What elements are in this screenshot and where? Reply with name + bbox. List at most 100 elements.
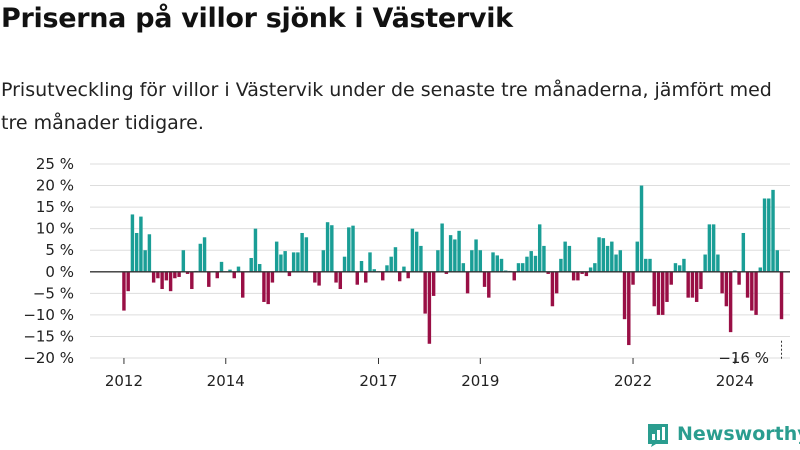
bar bbox=[529, 251, 533, 272]
chart-title: Priserna på villor sjönk i Västervik bbox=[1, 3, 513, 34]
bar bbox=[644, 258, 648, 272]
bar bbox=[296, 252, 300, 272]
bar bbox=[567, 245, 572, 272]
bar bbox=[313, 271, 317, 283]
bar bbox=[690, 271, 695, 298]
bar bbox=[147, 234, 152, 272]
bar bbox=[665, 271, 669, 302]
bar bbox=[686, 271, 690, 298]
bar bbox=[550, 271, 555, 307]
bar bbox=[571, 271, 576, 281]
bar bbox=[414, 231, 419, 272]
bar bbox=[423, 271, 427, 314]
bar bbox=[661, 271, 665, 315]
brand-footer[interactable]: Newsworthy bbox=[645, 420, 800, 448]
bar bbox=[614, 254, 618, 272]
bar bbox=[249, 257, 253, 272]
bar bbox=[364, 271, 368, 283]
bar bbox=[576, 271, 580, 281]
bar bbox=[207, 271, 211, 287]
bar bbox=[728, 271, 733, 333]
bar bbox=[487, 271, 491, 298]
bar bbox=[279, 254, 283, 272]
x-tick-label: 2017 bbox=[359, 372, 397, 390]
bar bbox=[151, 271, 156, 283]
bar bbox=[287, 271, 292, 277]
bar bbox=[521, 263, 525, 272]
bar bbox=[669, 271, 673, 285]
bar bbox=[605, 245, 610, 272]
bar bbox=[461, 263, 466, 272]
bar bbox=[703, 254, 707, 272]
axes bbox=[90, 271, 790, 364]
bar bbox=[215, 271, 219, 279]
bar bbox=[330, 225, 334, 272]
bar bbox=[754, 271, 758, 315]
bar bbox=[385, 265, 389, 272]
bar bbox=[482, 271, 487, 287]
bar bbox=[351, 225, 355, 272]
bar bbox=[232, 271, 236, 279]
y-tick-label: −5 % bbox=[33, 284, 74, 302]
bar bbox=[584, 271, 589, 277]
bar bbox=[181, 250, 186, 272]
bar bbox=[474, 239, 478, 272]
bar bbox=[457, 230, 461, 272]
bar bbox=[338, 271, 343, 290]
bar bbox=[397, 271, 402, 282]
bar bbox=[334, 271, 338, 283]
bar bbox=[656, 271, 661, 315]
bar bbox=[198, 243, 203, 272]
y-tick-label: 10 % bbox=[36, 220, 74, 238]
bar bbox=[202, 237, 207, 272]
bar bbox=[368, 252, 372, 272]
bar bbox=[168, 271, 173, 292]
bar bbox=[355, 271, 359, 285]
bar bbox=[711, 224, 716, 272]
bar bbox=[185, 271, 190, 274]
bar bbox=[372, 269, 376, 272]
x-tick-label: 2014 bbox=[207, 372, 245, 390]
bar-chart-logo-icon bbox=[648, 424, 668, 447]
bar bbox=[525, 256, 529, 272]
bar bbox=[775, 250, 779, 272]
bar bbox=[542, 245, 546, 272]
bar bbox=[359, 261, 364, 272]
bar bbox=[737, 271, 741, 285]
bar bbox=[677, 265, 682, 272]
y-tick-label: −15 % bbox=[23, 327, 74, 345]
bar bbox=[495, 255, 499, 272]
bar bbox=[533, 255, 538, 272]
bar bbox=[453, 239, 457, 272]
bar bbox=[156, 271, 160, 279]
bars bbox=[122, 185, 784, 346]
bar bbox=[610, 241, 614, 272]
bar bbox=[253, 228, 258, 272]
y-tick-label: 25 % bbox=[36, 155, 74, 173]
bar bbox=[228, 269, 232, 272]
bar bbox=[673, 263, 678, 272]
bar bbox=[762, 198, 767, 272]
bar bbox=[427, 271, 432, 344]
bar bbox=[122, 271, 126, 311]
bar bbox=[554, 271, 559, 294]
x-tick-label: 2019 bbox=[461, 372, 499, 390]
bar bbox=[601, 238, 606, 272]
bar bbox=[741, 232, 746, 272]
bar bbox=[593, 263, 597, 272]
bar bbox=[347, 227, 351, 272]
bar bbox=[537, 224, 542, 272]
bar bbox=[241, 271, 245, 298]
labels: 25 % 20 % 15 % 10 % 5 % 0 % −5 % −10 % −15 % −20 … bbox=[23, 155, 769, 390]
bar bbox=[745, 271, 750, 298]
bar bbox=[389, 256, 393, 272]
bar bbox=[342, 256, 347, 272]
bar bbox=[419, 245, 423, 272]
bar bbox=[716, 254, 720, 272]
bar bbox=[139, 216, 143, 272]
brand-name: Newsworthy bbox=[677, 423, 800, 445]
bar bbox=[160, 271, 164, 290]
bar bbox=[580, 271, 584, 274]
x-tick-label: 2022 bbox=[614, 372, 652, 390]
bar bbox=[516, 263, 521, 272]
